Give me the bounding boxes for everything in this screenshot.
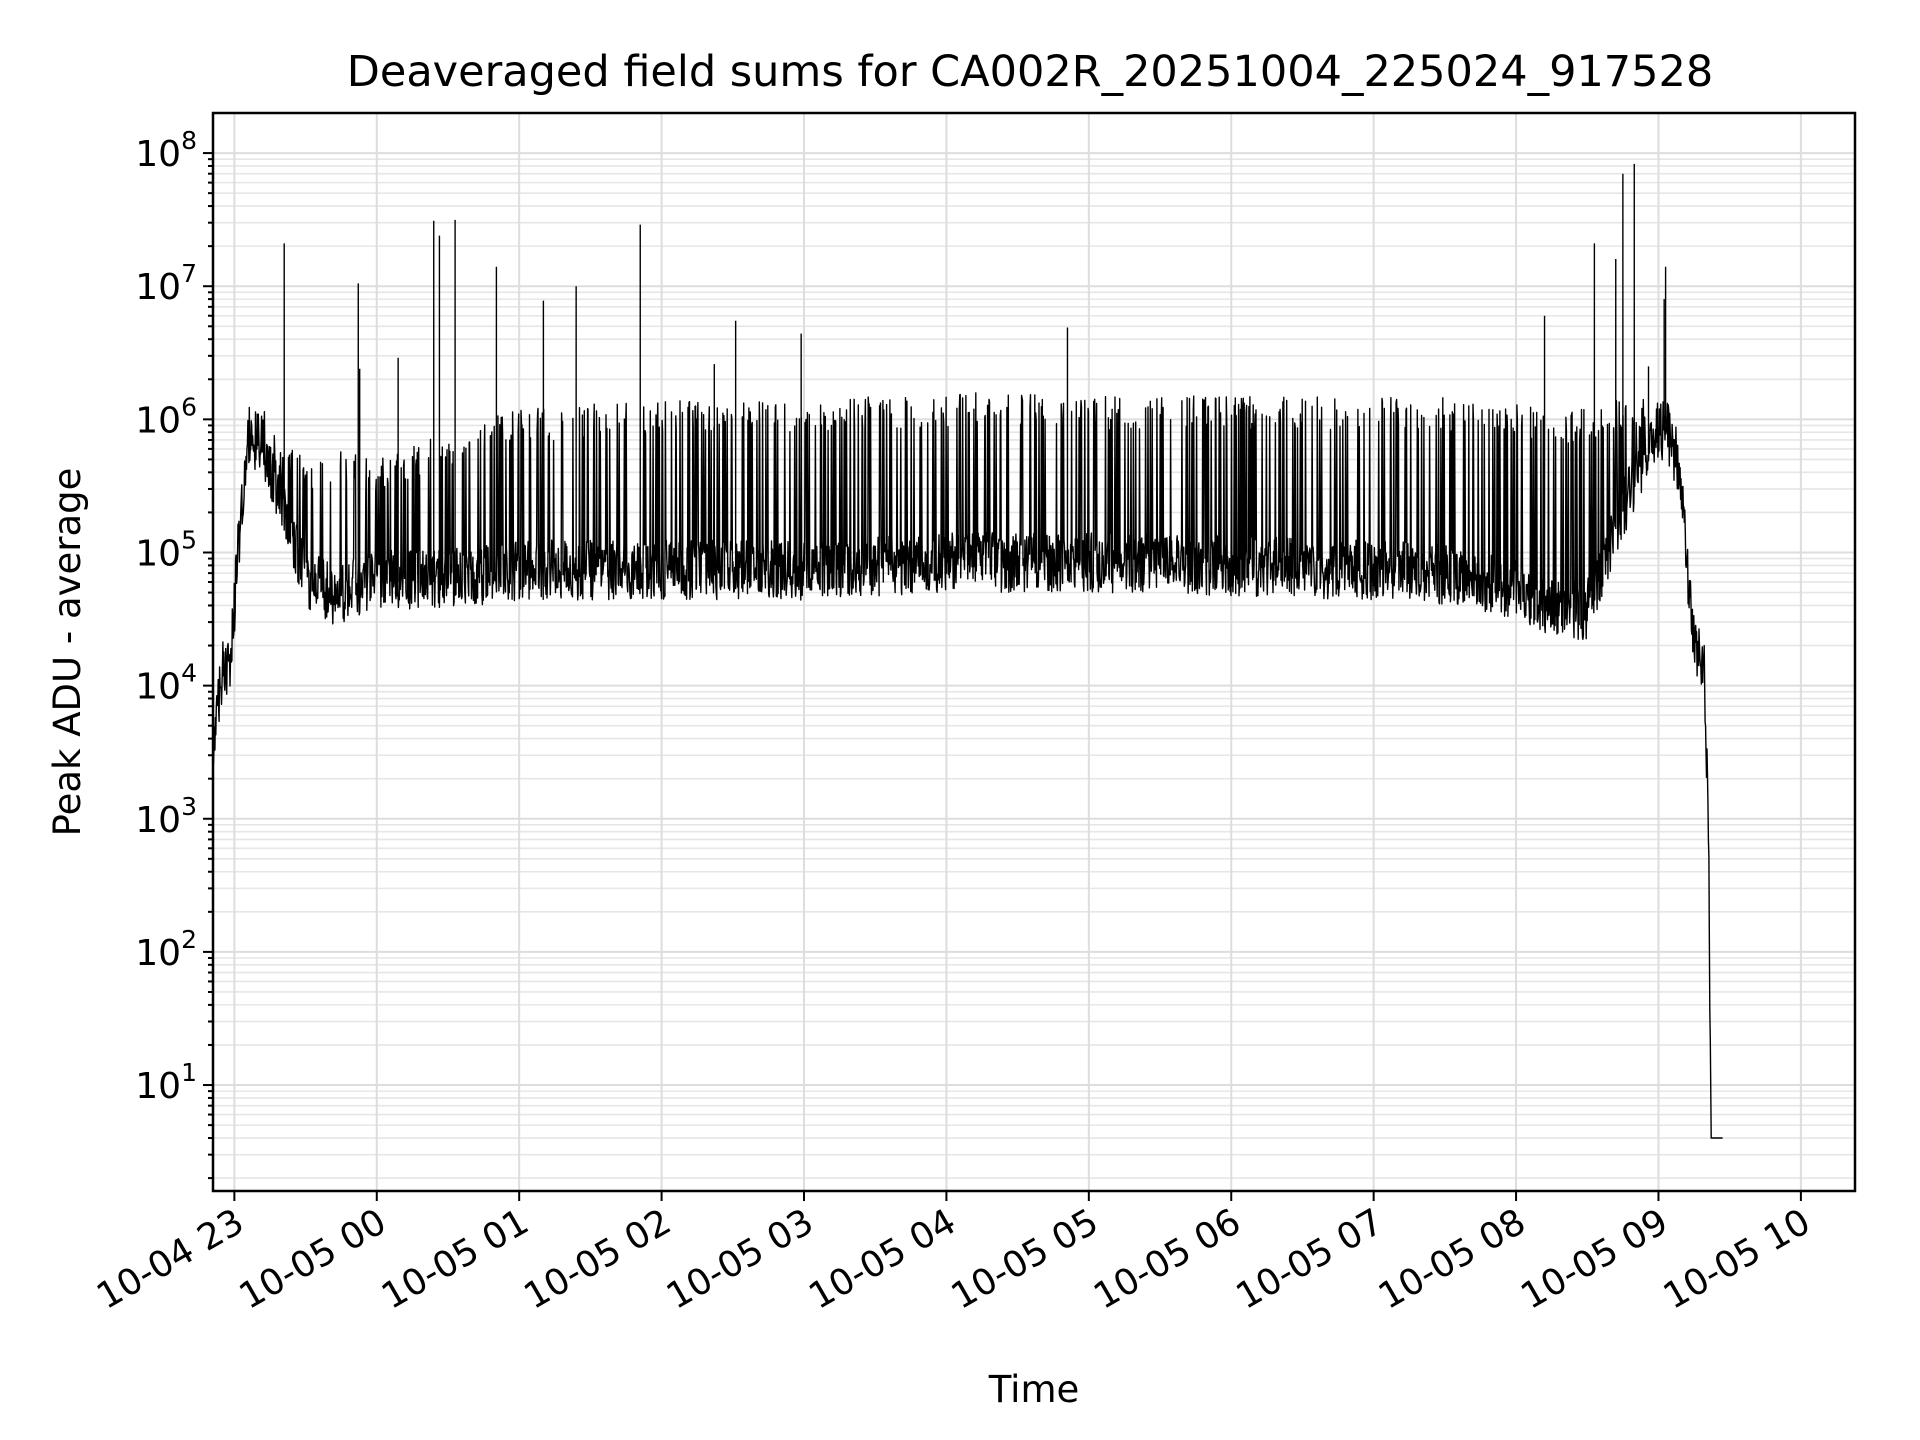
y-tick-exponent: 7 — [181, 259, 197, 288]
x-axis-label: Time — [988, 1368, 1080, 1411]
y-tick-exponent: 3 — [181, 792, 197, 821]
x-tick-label: 10-05 07 — [1229, 1201, 1390, 1317]
x-tick-label: 10-05 08 — [1372, 1201, 1533, 1317]
y-tick-exponent: 1 — [181, 1058, 197, 1087]
y-tick-exponent: 8 — [181, 126, 197, 155]
series-line — [212, 392, 1723, 1139]
series-layer — [212, 163, 1723, 1139]
y-tick-base: 10 — [135, 400, 181, 441]
y-tick-exponent: 4 — [181, 659, 197, 688]
chart-title: Deaveraged field sums for CA002R_2025100… — [347, 47, 1713, 97]
y-tick-base: 10 — [135, 134, 181, 175]
grid — [213, 113, 1855, 1191]
y-tick-label: 107 — [135, 259, 197, 308]
x-tick-label: 10-05 05 — [945, 1201, 1106, 1317]
x-tick-label: 10-05 00 — [233, 1201, 394, 1317]
y-tick-label: 103 — [135, 792, 197, 841]
y-axis-label: Peak ADU - average — [46, 468, 89, 837]
x-tick-label: 10-05 03 — [660, 1201, 821, 1317]
y-tick-base: 10 — [135, 933, 181, 974]
plot-frame — [211, 111, 1857, 1193]
y-tick-base: 10 — [135, 800, 181, 841]
x-tick-label: 10-05 04 — [802, 1201, 963, 1317]
x-tick-label: 10-05 06 — [1087, 1201, 1248, 1317]
x-tick-label: 10-05 10 — [1657, 1201, 1818, 1317]
y-tick-label: 105 — [135, 525, 197, 574]
y-tick-base: 10 — [135, 267, 181, 308]
y-tick-exponent: 5 — [181, 525, 197, 554]
x-tick-label: 10-05 09 — [1514, 1201, 1675, 1317]
y-tick-exponent: 6 — [181, 392, 197, 421]
y-tick-base: 10 — [135, 533, 181, 574]
x-tick-label: 10-05 01 — [375, 1201, 536, 1317]
y-tick-label: 104 — [135, 659, 197, 708]
y-tick-base: 10 — [135, 1066, 181, 1107]
y-tick-label: 101 — [135, 1058, 197, 1107]
y-tick-label: 102 — [135, 925, 197, 974]
y-tick-base: 10 — [135, 667, 181, 708]
y-tick-exponent: 2 — [181, 925, 197, 954]
x-tick-label: 10-04 23 — [90, 1201, 251, 1317]
x-tick-label: 10-05 02 — [517, 1201, 678, 1317]
y-tick-label: 106 — [135, 392, 197, 441]
y-tick-label: 108 — [135, 126, 197, 175]
